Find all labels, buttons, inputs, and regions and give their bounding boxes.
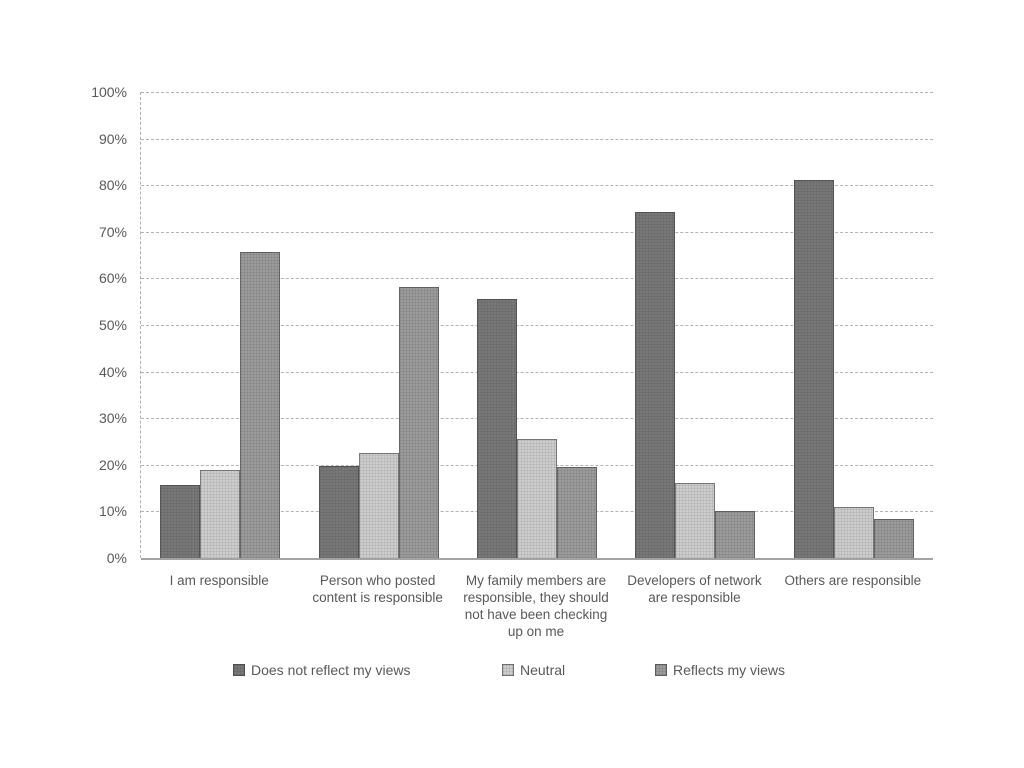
- legend-label: Reflects my views: [673, 662, 786, 678]
- gridline-100: [141, 92, 933, 93]
- legend-item-neutral: Neutral: [502, 662, 565, 678]
- y-tick-label: 30%: [98, 410, 127, 427]
- legend-swatch-1: [502, 664, 514, 676]
- category-label: Person who posted content is responsible: [312, 573, 443, 605]
- gridline-0: [141, 558, 933, 560]
- y-tick-label: 40%: [98, 363, 127, 380]
- category-label: My family members are responsible, they …: [463, 573, 609, 639]
- y-tick-label: 10%: [98, 503, 127, 520]
- gridline-30: [141, 418, 933, 420]
- category-group: [458, 92, 616, 558]
- bars-layer: [141, 92, 933, 558]
- bar: [358, 453, 399, 558]
- legend-swatch-2: [655, 664, 667, 676]
- y-tick-label: 0%: [106, 550, 127, 566]
- bar: [160, 484, 201, 558]
- bar: [675, 483, 716, 558]
- category-group: [141, 92, 299, 558]
- y-tick-label: 90%: [98, 130, 127, 147]
- gridline-50: [141, 325, 933, 326]
- bar: [477, 299, 518, 558]
- x-axis-category-labels: I am responsible Person who posted conten…: [140, 572, 932, 640]
- y-tick-label: 20%: [98, 456, 127, 473]
- bar: [715, 511, 756, 558]
- gridline-60: [141, 278, 933, 280]
- category-label: Developers of network are responsible: [627, 573, 762, 605]
- gridline-90: [141, 138, 933, 140]
- bar: [240, 251, 281, 558]
- plot-area: 0% 10% 20% 30% 40% 50% 60% 70% 80% 90% 100%: [91, 84, 933, 566]
- legend-label: Does not reflect my views: [251, 662, 411, 678]
- category-group: [775, 92, 933, 558]
- gridline-80: [141, 185, 933, 187]
- legend-label: Neutral: [520, 662, 566, 678]
- y-tick-label: 60%: [98, 270, 127, 287]
- category-label: I am responsible: [169, 573, 269, 588]
- bar: [873, 519, 914, 558]
- bar: [557, 467, 598, 558]
- bar: [398, 286, 439, 558]
- y-tick-label: 50%: [98, 317, 127, 333]
- bar: [517, 439, 558, 558]
- legend-item-does-not-reflect: Does not reflect my views: [233, 662, 411, 678]
- category-group: [616, 92, 774, 558]
- bar: [635, 211, 676, 558]
- bar: [833, 506, 874, 558]
- gridline-70: [141, 231, 933, 233]
- legend-swatch-0: [233, 664, 245, 676]
- gridline-40: [141, 371, 933, 373]
- legend-item-reflects: Reflects my views: [655, 662, 785, 678]
- bar: [318, 465, 359, 558]
- bar: [200, 469, 241, 558]
- y-tick-label: 100%: [91, 84, 127, 100]
- category-label: Others are responsible: [784, 573, 922, 588]
- y-tick-label: 70%: [98, 223, 127, 240]
- bar: [793, 179, 834, 558]
- category-group: [299, 92, 457, 558]
- y-tick-label: 80%: [98, 177, 127, 194]
